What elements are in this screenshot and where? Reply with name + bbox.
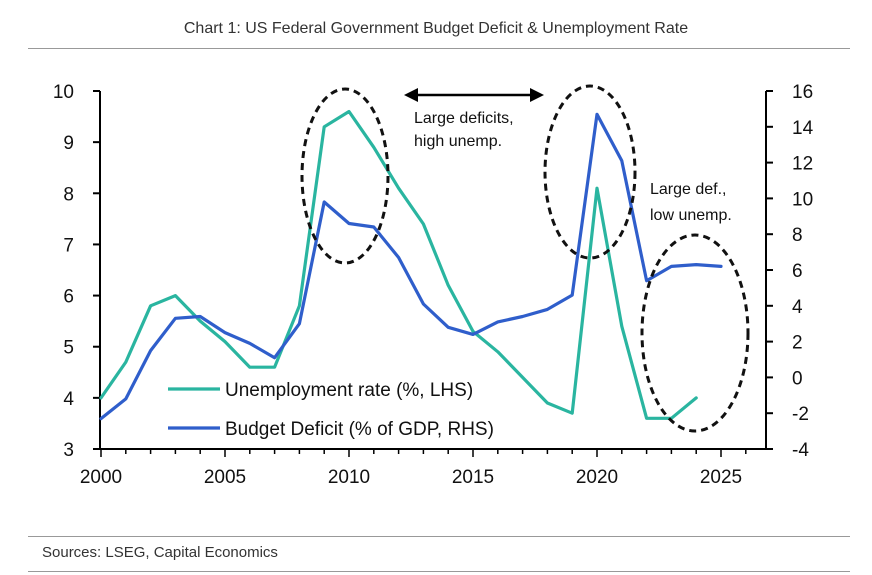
right-tick-label: 6 <box>792 261 803 282</box>
right-tick-label: 0 <box>792 368 803 389</box>
right-tick-label: 12 <box>792 154 813 175</box>
annotation-line: high unemp. <box>414 133 502 150</box>
x-tick-label: 2015 <box>452 467 494 488</box>
left-tick-label: 4 <box>63 389 74 410</box>
left-tick-label: 5 <box>63 338 74 359</box>
x-tick-label: 2025 <box>700 467 742 488</box>
right-tick-label: -4 <box>792 440 809 461</box>
annotation-line: low unemp. <box>650 207 732 224</box>
footer-divider-top <box>28 536 850 537</box>
left-tick-label: 6 <box>63 287 74 308</box>
covid-ellipse <box>543 84 637 260</box>
right-tick-label: 4 <box>792 297 803 318</box>
right-tick-label: 16 <box>792 82 813 103</box>
legend-label: Budget Deficit (% of GDP, RHS) <box>225 419 494 440</box>
left-tick-label: 3 <box>63 440 74 461</box>
arrow-right-head <box>530 88 544 102</box>
unemployment-rate-line <box>99 109 698 420</box>
x-tick-label: 2010 <box>328 467 370 488</box>
annotation-line: Large def., <box>650 181 727 198</box>
chart-title: Chart 1: US Federal Government Budget De… <box>183 20 689 37</box>
x-tick-label: 2020 <box>576 467 618 488</box>
footer-divider-bottom <box>28 571 850 572</box>
annotations: Large deficits, high unemp. Large def., low… <box>300 84 750 433</box>
left-axis-ticks: 3 4 5 6 7 8 9 10 <box>53 82 100 461</box>
left-tick-label: 10 <box>53 82 74 103</box>
right-tick-label: 14 <box>792 118 814 139</box>
gfc-ellipse <box>300 87 390 265</box>
x-axis-ticks: 2000 2005 2010 2015 2020 2025 <box>80 449 747 488</box>
right-axis-ticks: -4 -2 0 2 4 6 8 10 12 14 16 <box>766 82 814 461</box>
legend-label: Unemployment rate (%, LHS) <box>225 380 473 401</box>
sources-note: Sources: LSEG, Capital Economics <box>42 544 278 561</box>
legend: Unemployment rate (%, LHS) Budget Deficit… <box>168 380 494 440</box>
title-divider <box>28 48 850 49</box>
right-tick-label: -2 <box>792 404 809 425</box>
right-tick-label: 10 <box>792 189 813 210</box>
series-lines <box>99 109 723 421</box>
annotation-line: Large deficits, <box>414 110 514 127</box>
arrow-left-head <box>404 88 418 102</box>
annotation-large-def: Large def., low unemp. <box>650 181 732 224</box>
left-tick-label: 7 <box>63 235 74 256</box>
annotation-large-deficits: Large deficits, high unemp. <box>414 110 514 150</box>
left-tick-label: 8 <box>63 184 74 205</box>
recent-ellipse <box>640 233 750 433</box>
x-tick-label: 2000 <box>80 467 122 488</box>
chart-area: 3 4 5 6 7 8 9 10 -4 -2 0 2 4 6 8 10 12 14 16 2000 2005 2010… <box>53 82 814 488</box>
x-tick-label: 2005 <box>204 467 246 488</box>
left-tick-label: 9 <box>63 133 74 154</box>
right-tick-label: 8 <box>792 225 803 246</box>
budget-deficit-line <box>99 112 723 421</box>
right-tick-label: 2 <box>792 333 803 354</box>
